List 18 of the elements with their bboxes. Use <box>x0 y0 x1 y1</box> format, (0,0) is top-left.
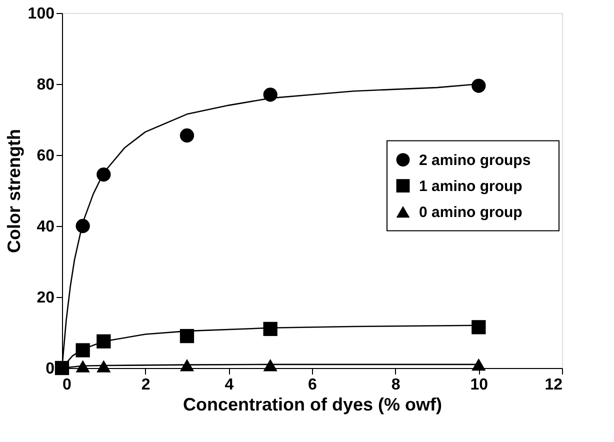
legend-label: 2 amino groups <box>419 152 531 169</box>
x-axis-title: Concentration of dyes (% owf) <box>182 394 442 414</box>
y-tick-label: 0 <box>46 360 55 378</box>
y-tick-label: 20 <box>36 290 55 306</box>
legend-label: 0 amino group <box>419 204 522 221</box>
x-tick-label: 4 <box>224 376 234 394</box>
x-tick-label: 6 <box>308 376 318 394</box>
y-tick-label: 60 <box>36 148 55 164</box>
x-tick-label: 2 <box>141 376 150 394</box>
x-tick-label: 8 <box>391 376 400 394</box>
y-tick-label: 80 <box>36 76 55 94</box>
y-tick-label: 40 <box>36 218 55 236</box>
legend-label: 1 amino group <box>419 178 522 195</box>
x-tick-label: 0 <box>62 376 72 394</box>
x-tick-label: 12 <box>544 376 563 394</box>
y-axis-title: Color strength <box>4 129 24 253</box>
y-tick-label: 100 <box>28 6 55 22</box>
x-tick-label: 10 <box>470 376 488 394</box>
